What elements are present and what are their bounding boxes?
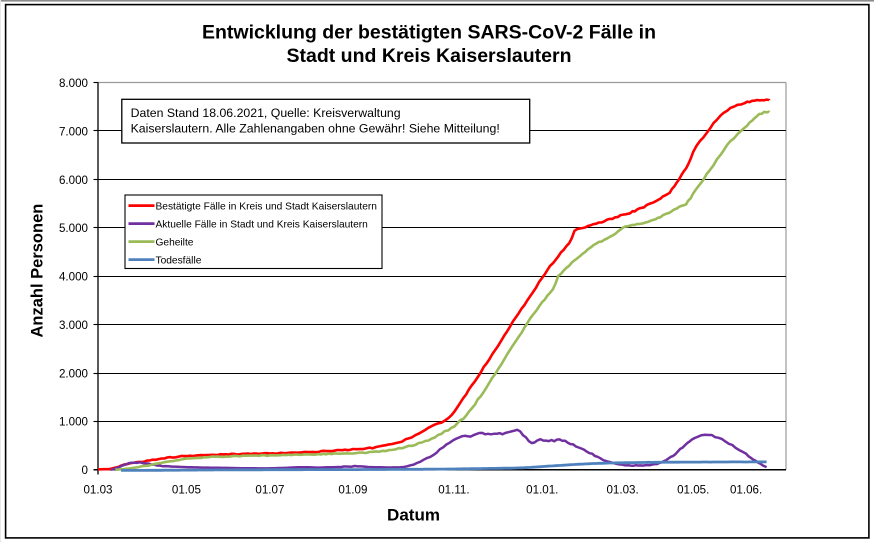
- svg-text:01.07: 01.07: [255, 484, 284, 497]
- svg-text:Geheilte: Geheilte: [156, 237, 194, 248]
- svg-text:01.09: 01.09: [338, 484, 367, 497]
- svg-text:Bestätigte Fälle in Kreis und: Bestätigte Fälle in Kreis und Stadt Kais…: [156, 201, 377, 212]
- svg-text:Aktuelle Fälle in Stadt und Kr: Aktuelle Fälle in Stadt und Kreis Kaiser…: [156, 219, 368, 230]
- svg-text:01.06.: 01.06.: [730, 484, 762, 497]
- svg-text:8.000: 8.000: [59, 77, 88, 90]
- svg-text:Entwicklung der bestätigten SA: Entwicklung der bestätigten SARS-CoV-2 F…: [202, 21, 656, 43]
- svg-text:5.000: 5.000: [59, 222, 88, 235]
- svg-text:6.000: 6.000: [59, 174, 88, 187]
- svg-text:0: 0: [82, 464, 88, 477]
- svg-text:3.000: 3.000: [59, 319, 88, 332]
- svg-text:01.11.: 01.11.: [438, 484, 469, 497]
- svg-text:Anzahl Personen: Anzahl Personen: [28, 204, 46, 338]
- svg-text:Kaiserslautern. Alle Zahlenang: Kaiserslautern. Alle Zahlenangaben ohne …: [131, 122, 500, 136]
- svg-text:Daten Stand 18.06.2021, Quelle: Daten Stand 18.06.2021, Quelle: Kreisver…: [131, 106, 401, 120]
- svg-text:1.000: 1.000: [59, 416, 88, 429]
- svg-text:Stadt und Kreis Kaiserslautern: Stadt und Kreis Kaiserslautern: [287, 45, 572, 67]
- svg-text:01.05.: 01.05.: [677, 484, 709, 497]
- svg-text:7.000: 7.000: [59, 126, 88, 139]
- svg-text:2.000: 2.000: [59, 367, 88, 380]
- svg-text:01.01.: 01.01.: [526, 484, 558, 497]
- svg-text:01.05: 01.05: [172, 484, 201, 497]
- svg-text:Todesfälle: Todesfälle: [156, 255, 202, 266]
- svg-text:01.03.: 01.03.: [606, 484, 638, 497]
- svg-text:01.03: 01.03: [83, 484, 112, 497]
- svg-text:4.000: 4.000: [59, 271, 88, 284]
- svg-text:Datum: Datum: [387, 506, 440, 525]
